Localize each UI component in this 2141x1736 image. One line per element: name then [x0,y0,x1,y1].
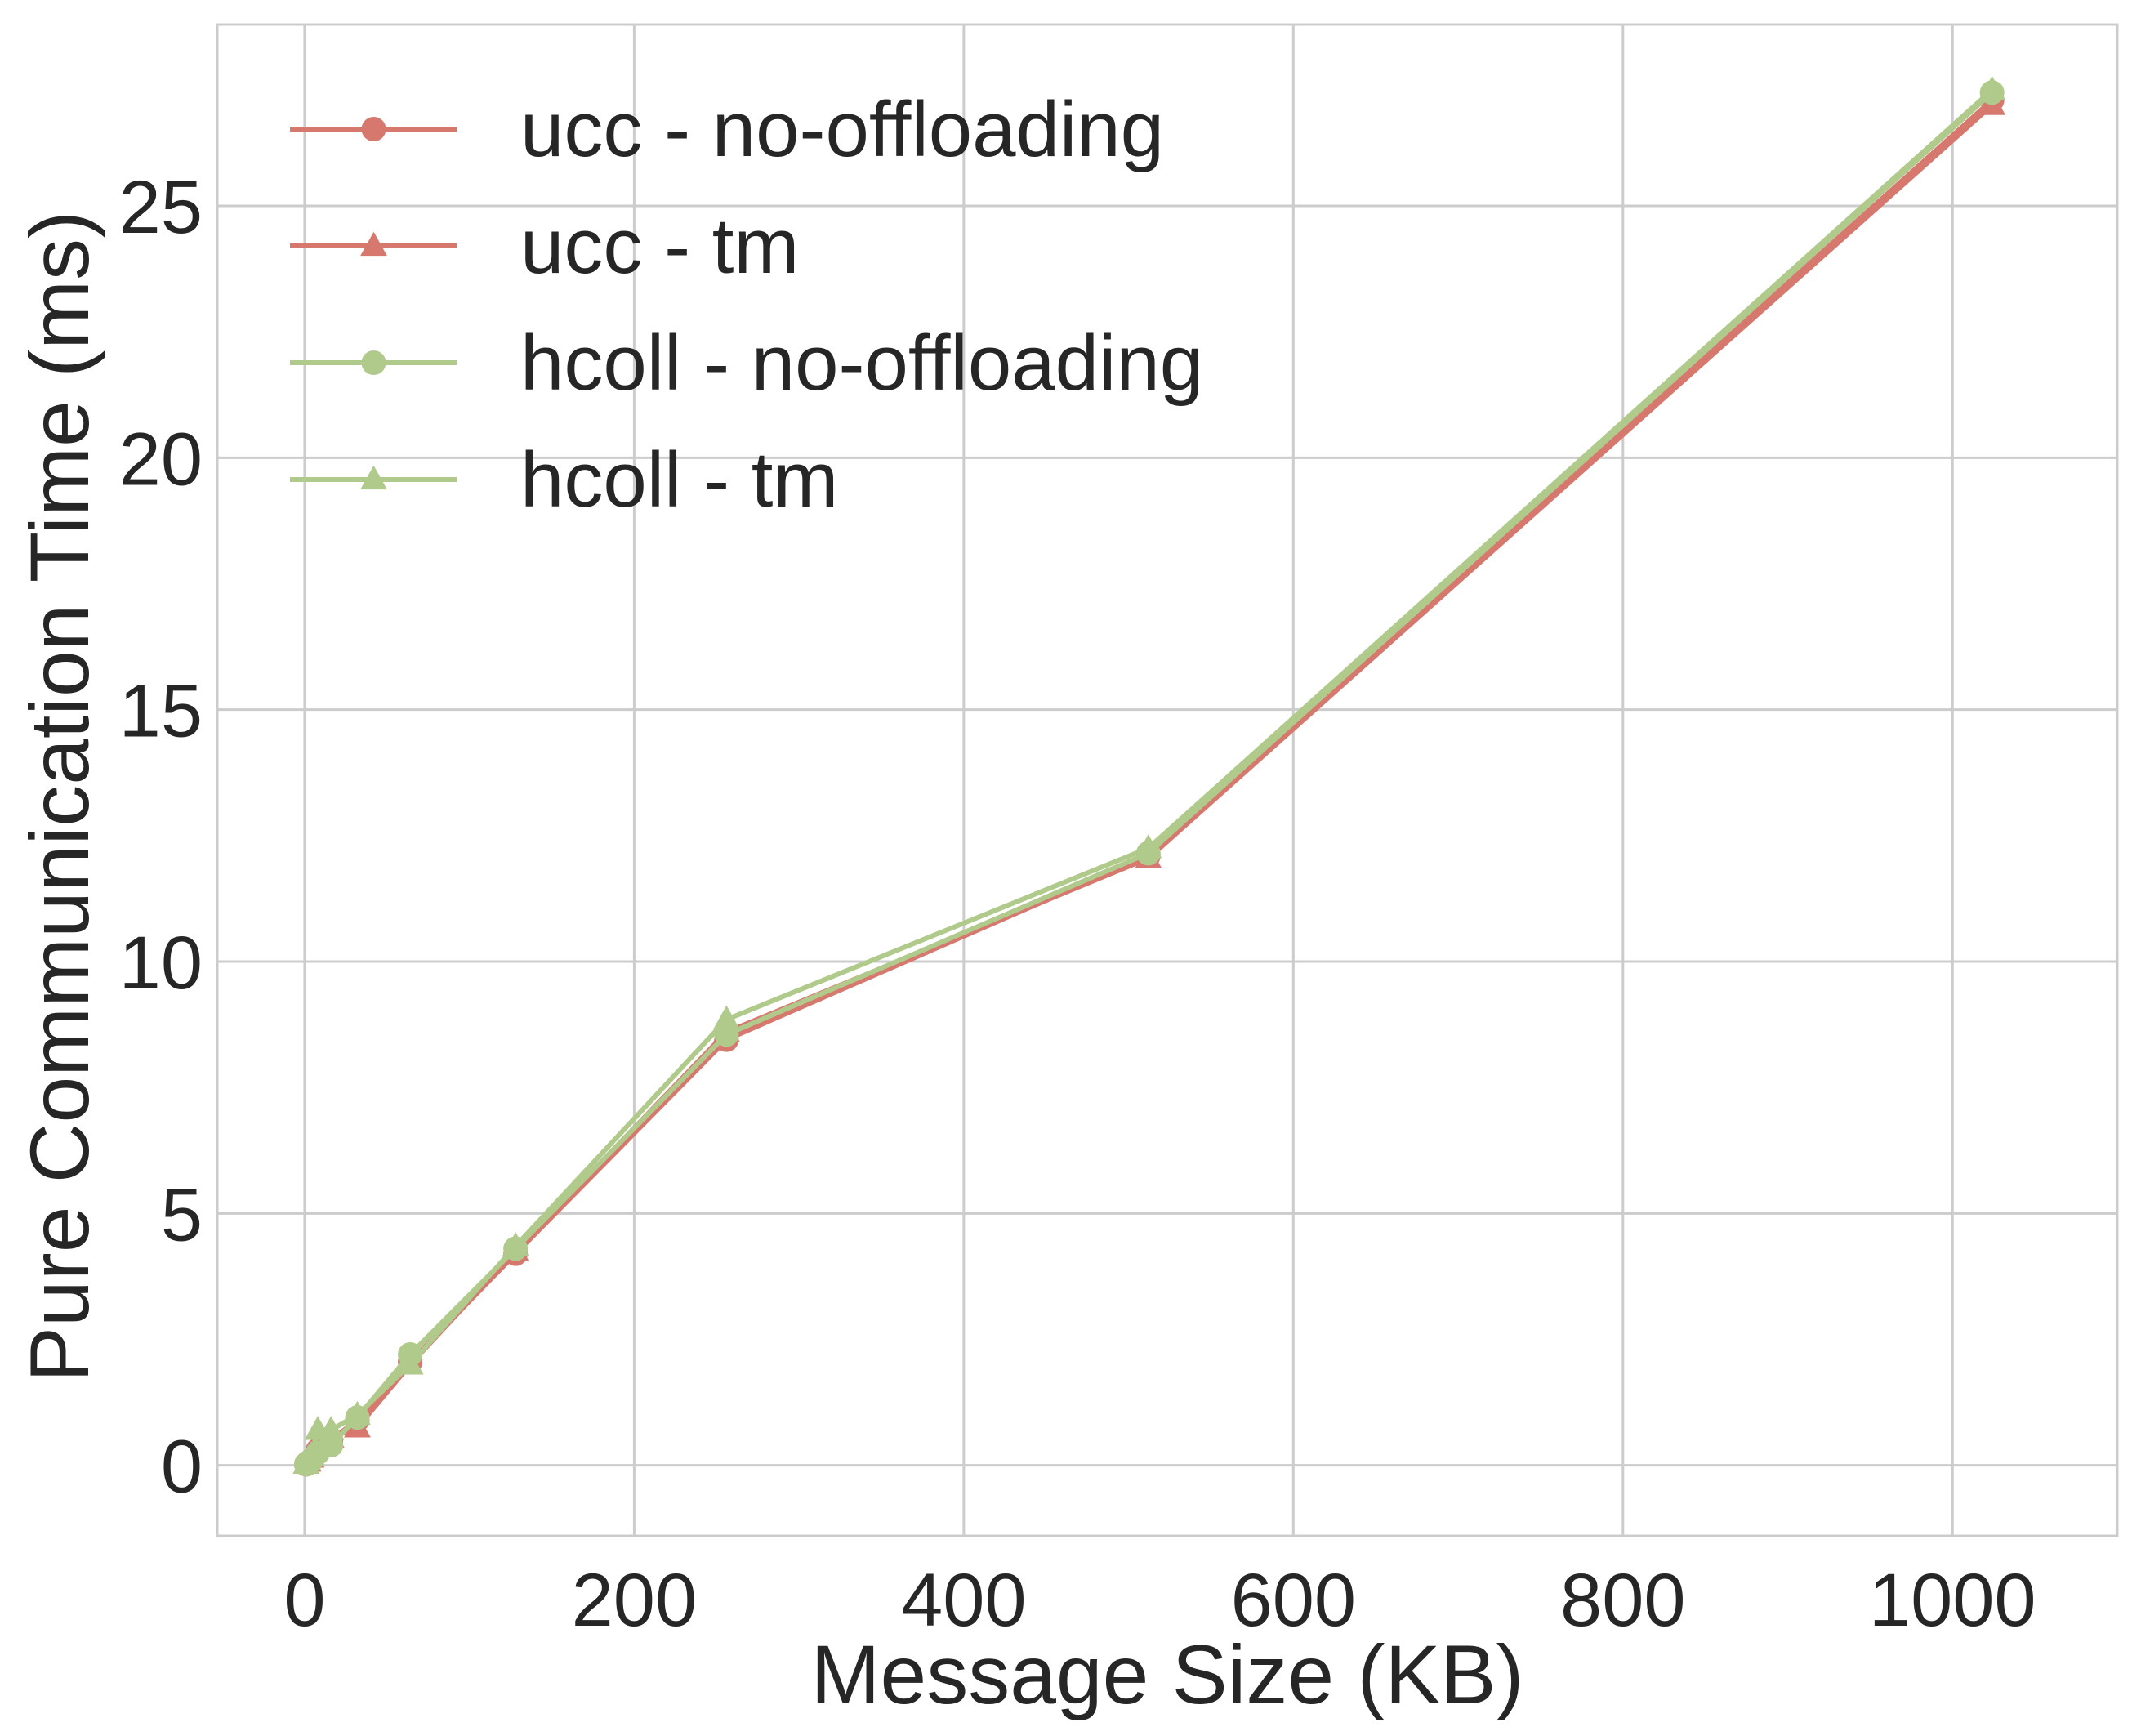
series-layer [292,75,2006,1477]
legend-item: hcoll - tm [290,436,838,524]
data-point-marker [1135,834,1162,859]
legend: ucc - no-offloading ucc - tm hcoll - no-of… [290,86,1203,524]
x-tick-label: 0 [283,1559,325,1642]
x-tick-label: 600 [1231,1559,1357,1642]
data-point-marker [1978,75,2006,100]
y-axis-ticks: 0 5 10 15 20 25 [119,166,203,1509]
x-tick-label: 400 [901,1559,1027,1642]
y-tick-label: 5 [161,1173,203,1256]
data-point-marker [297,1441,325,1466]
legend-label: ucc - no-offloading [520,86,1164,173]
legend-item: ucc - tm [290,203,799,290]
x-tick-label: 200 [572,1559,698,1642]
y-tick-label: 10 [119,922,203,1005]
data-point-marker [396,1350,424,1375]
series-group [292,75,2006,1474]
legend-label: ucc - tm [520,203,799,290]
data-point-marker [361,350,386,375]
data-point-marker [317,1416,345,1440]
legend-label: hcoll - tm [520,436,838,524]
data-point-marker [361,117,386,141]
y-tick-label: 20 [119,417,203,501]
data-point-marker [360,231,387,257]
legend-item: ucc - no-offloading [290,86,1164,173]
data-point-marker [502,1232,529,1256]
plot-frame [216,23,2119,1537]
legend-item: hcoll - no-offloading [290,319,1203,407]
x-axis-ticks: 0 200 400 600 800 1000 [283,1559,2036,1642]
grid [217,25,2117,1536]
y-axis-title: Pure Communication Time (ms) [13,211,106,1382]
legend-label: hcoll - no-offloading [520,319,1203,407]
data-point-marker [344,1400,371,1426]
y-tick-label: 0 [161,1426,203,1509]
y-tick-label: 15 [119,670,203,753]
x-tick-label: 1000 [1869,1559,2036,1642]
data-point-marker [360,465,387,490]
x-axis-title: Message Size (KB) [811,1628,1524,1721]
y-tick-label: 25 [119,166,203,249]
data-point-marker [712,1005,740,1029]
x-tick-label: 800 [1560,1559,1686,1642]
